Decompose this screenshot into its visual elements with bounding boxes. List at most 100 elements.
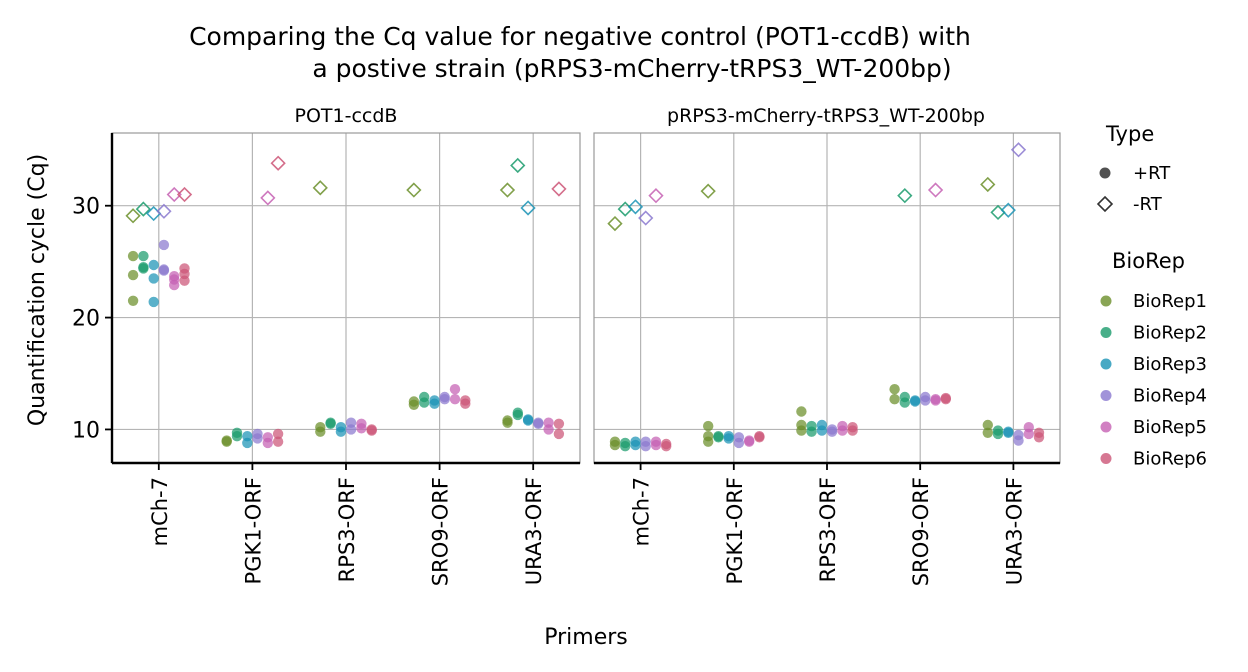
legend-biorep-label: BioRep6 (1133, 449, 1207, 470)
data-points (125, 142, 1045, 452)
data-point-minus-rt (260, 190, 276, 206)
data-point-minus-rt (499, 182, 516, 198)
x-tick-label: PGK1-ORF (241, 477, 265, 584)
y-tick-label: 30 (72, 195, 100, 220)
data-point-plus-rt (335, 426, 347, 437)
data-point-minus-rt (700, 183, 716, 199)
data-point-plus-rt (138, 262, 149, 273)
legend-plus-rt-label: +RT (1133, 163, 1171, 184)
data-point-plus-rt (272, 436, 284, 447)
legend-biorep-label: BioRep1 (1133, 291, 1207, 312)
x-tick-label: URA3-ORF (522, 477, 546, 585)
y-axis-ticks: 10 20 30 (72, 195, 112, 443)
x-tick-label: mCh-7 (148, 477, 172, 546)
legend-biorep-marker (1100, 390, 1112, 401)
data-point-plus-rt (366, 425, 377, 436)
legend-biorep-marker (1100, 327, 1112, 338)
data-point-plus-rt (609, 439, 621, 451)
x-tick-label: RPS3-ORF (816, 477, 840, 582)
x-tick-label: mCh-7 (630, 477, 654, 546)
chart-title-line-1: Comparing the Cq value for negative cont… (189, 22, 971, 51)
data-point-plus-rt (1023, 428, 1034, 440)
data-point-plus-rt (127, 250, 139, 262)
data-point-plus-rt (262, 437, 273, 449)
chart-title-line-2: a postive strain (pRPS3-mCherry-tRPS3_WT… (312, 54, 951, 83)
data-point-plus-rt (723, 433, 734, 444)
legend-biorep-marker (1100, 421, 1112, 433)
data-point-minus-rt (156, 203, 172, 219)
legend-biorep-marker (1100, 453, 1112, 464)
data-point-plus-rt (920, 395, 931, 406)
y-axis-title: Quantification cycle (Cq) (25, 154, 50, 426)
plot-panels (110, 132, 1061, 465)
x-tick-label: URA3-ORF (1002, 477, 1026, 585)
data-point-plus-rt (439, 394, 450, 405)
data-point-plus-rt (909, 396, 921, 407)
data-point-plus-rt (553, 418, 565, 429)
x-tick-label: SRO9-ORF (909, 477, 933, 586)
data-point-minus-rt (166, 186, 182, 203)
data-point-minus-rt (551, 181, 567, 197)
data-point-plus-rt (816, 425, 828, 436)
data-point-plus-rt (231, 431, 243, 442)
data-point-plus-rt (661, 441, 672, 452)
data-point-plus-rt (179, 275, 190, 286)
data-point-plus-rt (148, 296, 159, 308)
data-point-plus-rt (889, 384, 900, 395)
data-point-plus-rt (272, 428, 284, 440)
x-tick-label: SRO9-ORF (429, 477, 453, 586)
data-point-plus-rt (138, 250, 149, 262)
data-point-plus-rt (429, 398, 440, 409)
legend-type: Type +RT -RT (1096, 122, 1171, 215)
data-point-plus-rt (940, 394, 951, 405)
x-tick-label: PGK1-ORF (723, 477, 747, 584)
legend-biorep-marker (1100, 295, 1112, 307)
data-point-plus-rt (169, 279, 180, 291)
data-point-plus-rt (1013, 435, 1024, 446)
legend-biorep-title: BioRep (1112, 249, 1185, 273)
data-point-plus-rt (630, 439, 641, 451)
facet-label-1: POT1-ccdB (295, 105, 398, 127)
data-point-plus-rt (826, 426, 838, 437)
data-point-minus-rt (1010, 142, 1027, 158)
data-point-minus-rt (270, 155, 286, 171)
data-point-minus-rt (135, 201, 151, 217)
data-point-plus-rt (158, 265, 170, 276)
data-point-plus-rt (242, 437, 253, 449)
data-point-plus-rt (620, 441, 631, 452)
data-point-minus-rt (125, 208, 141, 224)
data-point-plus-rt (754, 432, 765, 443)
data-point-plus-rt (325, 418, 336, 429)
data-point-plus-rt (345, 424, 357, 435)
data-point-plus-rt (899, 397, 910, 408)
data-point-plus-rt (356, 423, 367, 434)
data-point-minus-rt (638, 210, 654, 226)
data-point-plus-rt (512, 409, 523, 421)
data-point-plus-rt (158, 239, 170, 251)
data-point-plus-rt (703, 420, 714, 432)
legend-minus-rt-marker (1096, 195, 1114, 213)
data-point-plus-rt (640, 441, 651, 452)
data-point-plus-rt (127, 269, 139, 281)
data-point-minus-rt (510, 157, 526, 174)
data-point-plus-rt (982, 419, 993, 431)
data-point-plus-rt (419, 397, 430, 408)
data-point-plus-rt (449, 394, 461, 405)
data-point-plus-rt (847, 425, 858, 436)
data-point-plus-rt (460, 398, 471, 409)
data-point-plus-rt (543, 424, 554, 435)
legend-biorep-marker (1100, 358, 1112, 370)
legend-biorep-label: BioRep4 (1133, 386, 1207, 407)
data-point-plus-rt (408, 399, 420, 410)
legend-biorep-label: BioRep5 (1133, 417, 1207, 438)
data-point-minus-rt (897, 188, 913, 204)
data-point-minus-rt (927, 182, 944, 198)
data-point-minus-rt (980, 176, 996, 193)
y-tick-label: 20 (72, 307, 100, 332)
data-point-plus-rt (837, 425, 848, 436)
data-point-minus-rt (1000, 202, 1016, 218)
data-point-plus-rt (449, 384, 461, 395)
legend-minus-rt-label: -RT (1133, 194, 1163, 215)
x-tick-label: RPS3-ORF (335, 477, 359, 582)
